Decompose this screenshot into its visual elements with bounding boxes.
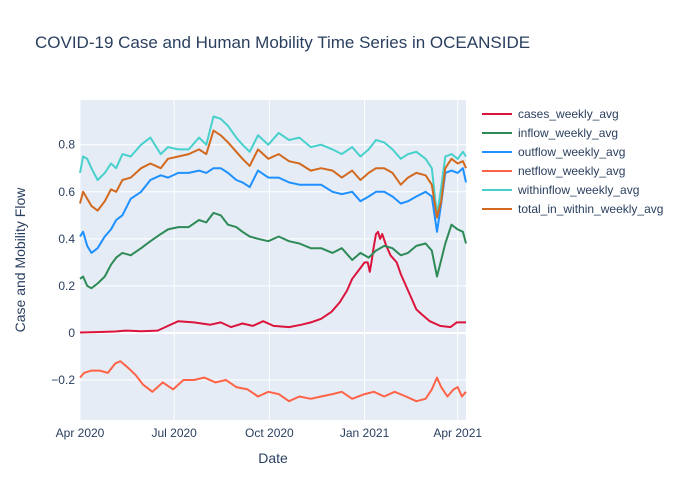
y-tick-label: 0.8 [58,138,75,152]
legend-item[interactable]: total_in_within_weekly_avg [482,199,663,218]
y-tick-label: −0.2 [51,373,75,387]
x-tick-label: Jul 2020 [151,426,197,440]
legend-item[interactable]: withinflow_weekly_avg [482,180,663,199]
x-tick-label: Apr 2021 [433,426,482,440]
axis-ticks: Apr 2020 Jul 2020 Oct 2020 Jan 2021 Apr 2021… [51,138,482,440]
legend-swatch [482,207,512,210]
series-line-netflow-weekly-avg [79,360,467,403]
chart-title: COVID-19 Case and Human Mobility Time Se… [35,33,531,52]
legend-label: outflow_weekly_avg [518,144,626,159]
legend-item[interactable]: netflow_weekly_avg [482,161,663,180]
y-tick-label: 0 [68,326,75,340]
legend-swatch [482,150,512,153]
x-tick-label: Apr 2020 [56,426,105,440]
legend-swatch [482,112,512,115]
legend-label: netflow_weekly_avg [518,163,626,178]
series-line-outflow-weekly-avg [79,167,467,254]
legend-item[interactable]: inflow_weekly_avg [482,123,663,142]
legend-label: withinflow_weekly_avg [518,182,640,197]
x-tick-label: Jan 2021 [340,426,390,440]
legend-swatch [482,169,512,172]
y-tick-label: 0.6 [58,185,75,199]
legend-item[interactable]: cases_weekly_avg [482,104,663,123]
legend-label: cases_weekly_avg [518,106,619,121]
series-line-total-in-within-weekly-avg [79,129,467,219]
series-line-withinflow-weekly-avg [79,115,467,217]
y-axis-title: Case and Mobility Flow [12,187,28,333]
legend-swatch [482,131,512,134]
legend-swatch [482,188,512,191]
series-line-cases-weekly-avg [79,230,466,334]
series-line-inflow-weekly-avg [79,211,467,290]
y-tick-label: 0.4 [58,232,75,246]
x-axis-title: Date [258,450,288,466]
series-lines [79,115,467,403]
y-tick-label: 0.2 [58,279,75,293]
legend-item[interactable]: outflow_weekly_avg [482,142,663,161]
legend-label: inflow_weekly_avg [518,125,619,140]
plot-area [80,100,466,420]
x-tick-label: Oct 2020 [245,426,294,440]
grid-lines [79,100,466,420]
legend-label: total_in_within_weekly_avg [518,201,664,216]
